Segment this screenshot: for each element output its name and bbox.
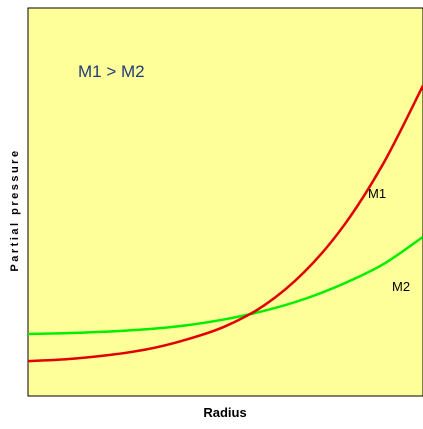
x-axis-label: Radius	[203, 405, 246, 420]
chart-annotation: M1 > M2	[78, 62, 145, 81]
series-line-m2	[27, 235, 423, 336]
series-line-m1	[27, 85, 423, 363]
series-layer	[27, 85, 423, 363]
series-label-m1: M1	[368, 186, 386, 201]
y-axis-label: Partial pressure	[9, 148, 21, 271]
series-label-m2: M2	[392, 279, 410, 294]
